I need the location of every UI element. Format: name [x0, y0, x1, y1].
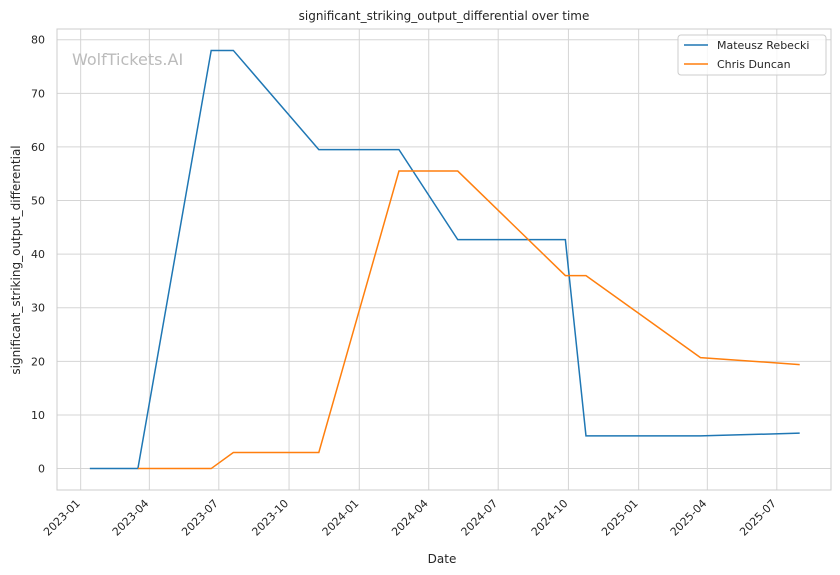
legend: Mateusz Rebecki Chris Duncan — [677, 34, 827, 76]
x-tick-label: 2024-01 — [320, 497, 362, 539]
x-tick-label: 2025-07 — [737, 497, 779, 539]
y-tick-label: 60 — [31, 141, 45, 154]
y-tick-label: 0 — [38, 463, 45, 476]
y-tick-label: 80 — [31, 34, 45, 47]
legend-label-0: Mateusz Rebecki — [717, 39, 809, 52]
series-line-0 — [89, 49, 800, 470]
chart-title: significant_striking_output_differential… — [299, 9, 590, 23]
x-tick-label: 2023-07 — [179, 497, 221, 539]
legend-label-1: Chris Duncan — [717, 58, 791, 71]
series-line-1 — [137, 170, 800, 470]
x-tick-label: 2023-10 — [249, 497, 291, 539]
x-tick-label: 2024-04 — [389, 497, 431, 539]
y-axis-label: significant_striking_output_differential — [9, 145, 23, 374]
x-tick-label: 2025-04 — [668, 497, 710, 539]
y-tick-label: 20 — [31, 355, 45, 368]
x-tick-label: 2023-04 — [110, 497, 152, 539]
y-tick-label: 50 — [31, 195, 45, 208]
x-tick-label: 2023-01 — [41, 497, 83, 539]
y-tick-label: 70 — [31, 87, 45, 100]
y-tick-label: 40 — [31, 248, 45, 261]
x-tick-label: 2024-07 — [459, 497, 501, 539]
x-tick-label: 2025-01 — [599, 497, 641, 539]
x-tick-label: 2024-10 — [529, 497, 571, 539]
plot-frame — [56, 28, 832, 491]
x-axis-label: Date — [428, 552, 457, 566]
watermark: WolfTickets.AI — [72, 50, 183, 69]
y-tick-label: 30 — [31, 302, 45, 315]
y-tick-label: 10 — [31, 409, 45, 422]
